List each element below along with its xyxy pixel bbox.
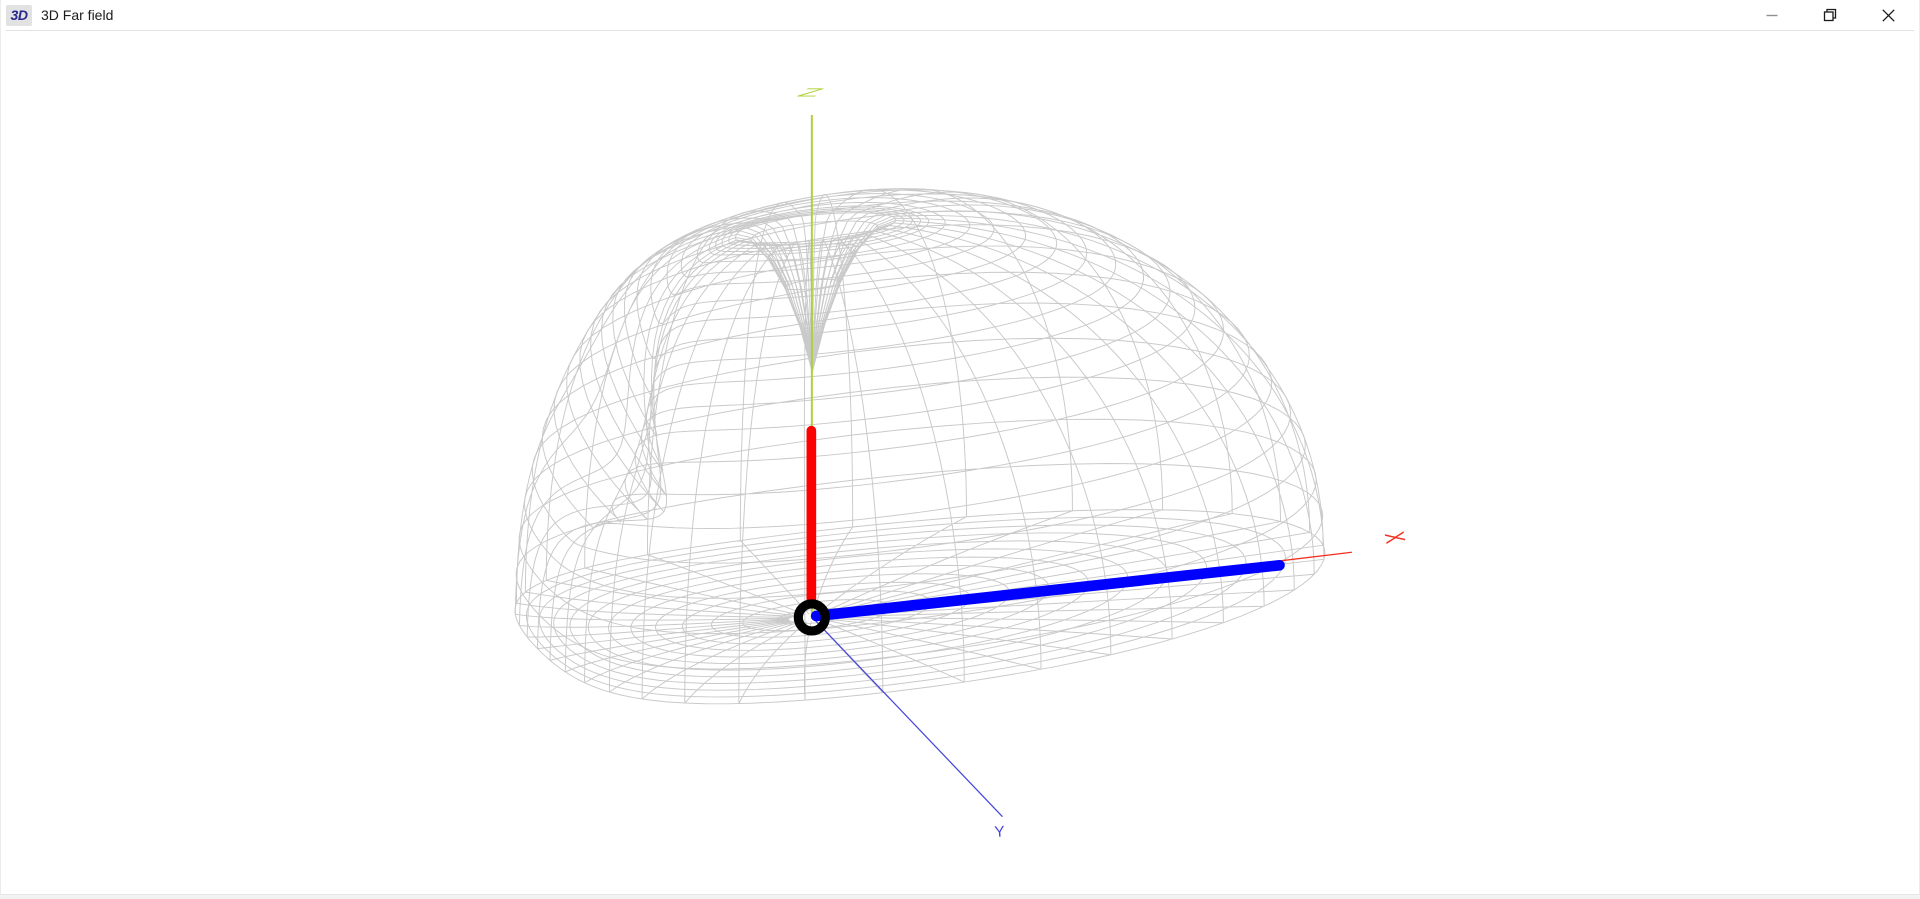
ground-disk-mesh bbox=[514, 509, 1326, 705]
window-title: 3D Far field bbox=[41, 7, 114, 23]
restore-icon bbox=[1823, 8, 1837, 22]
maximize-button[interactable] bbox=[1807, 1, 1853, 30]
window-left-edge bbox=[0, 0, 1, 899]
viewport-wrap: Z X Y bbox=[0, 31, 1920, 893]
z-axis-label: Z bbox=[793, 86, 829, 99]
window-bottom-edge bbox=[0, 894, 1920, 899]
titlebar: 3D 3D Far field bbox=[0, 0, 1920, 30]
far-field-3d-viewport[interactable]: Z X Y bbox=[0, 31, 1920, 893]
origin-marker bbox=[793, 599, 830, 636]
window-controls bbox=[1749, 1, 1911, 30]
antenna-horizontal-element bbox=[810, 559, 1285, 622]
minimize-button[interactable] bbox=[1749, 1, 1795, 30]
minimize-icon bbox=[1766, 14, 1778, 17]
y-axis-label: Y bbox=[994, 823, 1005, 841]
x-axis-label: X bbox=[1379, 530, 1411, 546]
pattern-mesh bbox=[514, 188, 1326, 705]
close-icon bbox=[1881, 8, 1895, 22]
app-icon-label: 3D bbox=[10, 7, 28, 23]
app-icon: 3D bbox=[6, 4, 32, 26]
close-button[interactable] bbox=[1865, 1, 1911, 30]
titlebar-separator bbox=[6, 30, 1914, 31]
pattern-meridians bbox=[514, 188, 1325, 704]
y-axis-line bbox=[813, 618, 1003, 818]
